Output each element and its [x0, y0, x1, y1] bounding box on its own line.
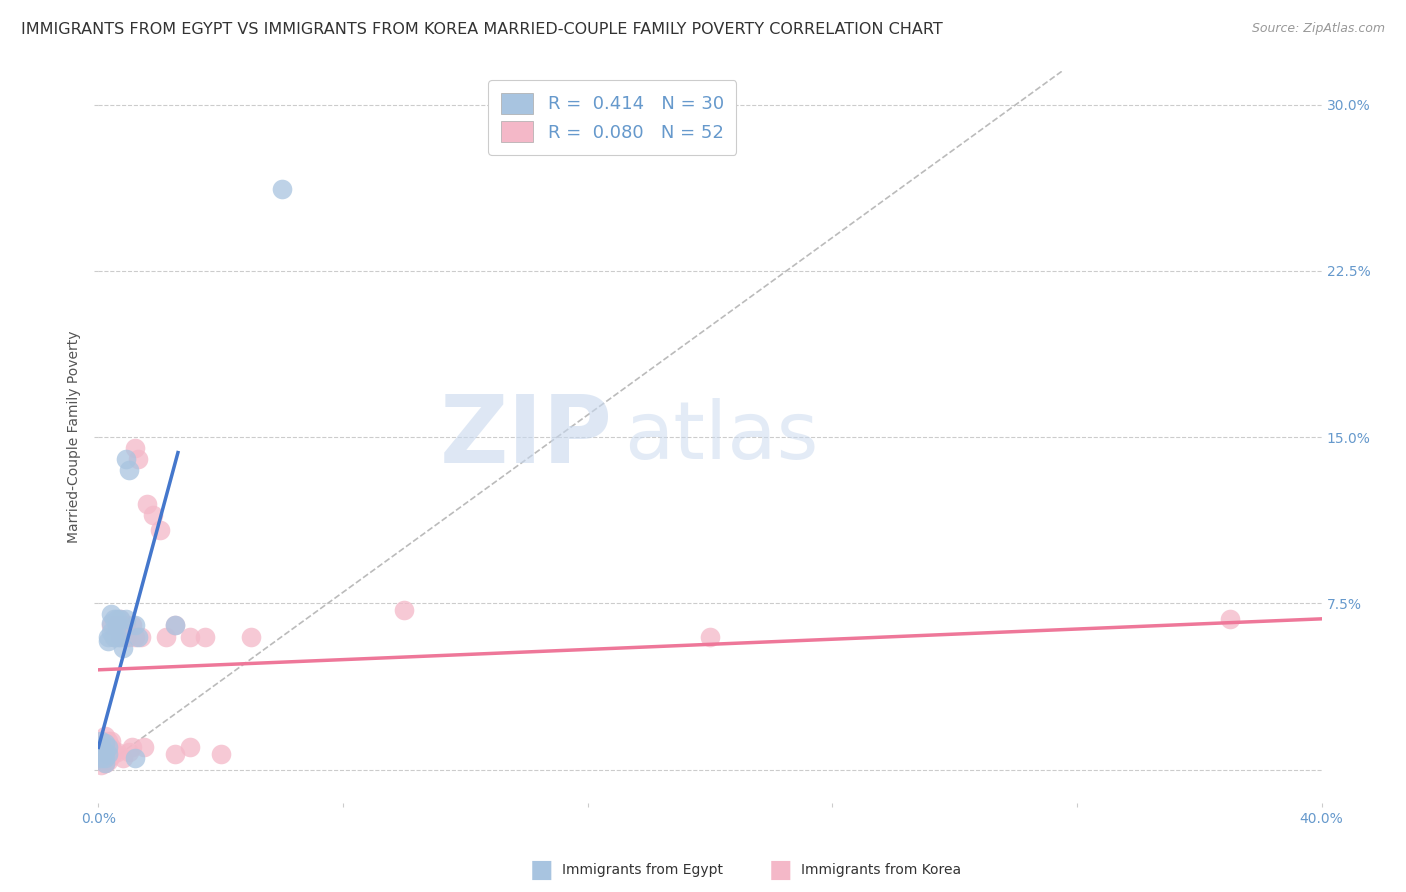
- Legend: R =  0.414   N = 30, R =  0.080   N = 52: R = 0.414 N = 30, R = 0.080 N = 52: [488, 80, 737, 154]
- Point: [115, 452, 138, 467]
- Text: Source: ZipAtlas.com: Source: ZipAtlas.com: [1251, 22, 1385, 36]
- Point: [163, 618, 186, 632]
- Point: [111, 751, 134, 765]
- Point: [115, 618, 138, 632]
- Point: [103, 630, 125, 644]
- Point: [93, 749, 115, 764]
- Text: IMMIGRANTS FROM EGYPT VS IMMIGRANTS FROM KOREA MARRIED-COUPLE FAMILY POVERTY COR: IMMIGRANTS FROM EGYPT VS IMMIGRANTS FROM…: [21, 22, 943, 37]
- Point: [270, 182, 292, 196]
- Point: [209, 747, 232, 761]
- Y-axis label: Married-Couple Family Poverty: Married-Couple Family Poverty: [67, 331, 82, 543]
- Text: Immigrants from Egypt: Immigrants from Egypt: [562, 863, 724, 877]
- Point: [100, 607, 122, 622]
- Text: ZIP: ZIP: [439, 391, 612, 483]
- Point: [163, 618, 186, 632]
- Point: [136, 497, 159, 511]
- Point: [108, 630, 131, 644]
- Text: Immigrants from Korea: Immigrants from Korea: [801, 863, 962, 877]
- Point: [100, 618, 122, 632]
- Point: [103, 630, 125, 644]
- Point: [108, 612, 131, 626]
- Point: [124, 751, 146, 765]
- Point: [93, 756, 115, 770]
- Point: [97, 740, 120, 755]
- Point: [124, 630, 146, 644]
- Point: [90, 751, 112, 765]
- Point: [111, 640, 134, 655]
- Point: [118, 630, 141, 644]
- Point: [699, 630, 721, 644]
- Point: [118, 463, 141, 477]
- Point: [179, 630, 201, 644]
- Point: [105, 618, 128, 632]
- Point: [115, 612, 138, 626]
- Point: [149, 523, 172, 537]
- Point: [93, 736, 115, 750]
- Point: [97, 740, 120, 755]
- Point: [97, 751, 120, 765]
- Point: [124, 618, 146, 632]
- Text: ■: ■: [769, 858, 792, 881]
- Point: [127, 452, 149, 467]
- Point: [93, 736, 115, 750]
- Point: [100, 740, 122, 755]
- Point: [97, 747, 120, 761]
- Point: [108, 630, 131, 644]
- Point: [105, 745, 128, 759]
- Text: ■: ■: [530, 858, 553, 881]
- Point: [179, 740, 201, 755]
- Point: [121, 740, 143, 755]
- Point: [90, 733, 112, 747]
- Point: [129, 630, 152, 644]
- Text: atlas: atlas: [624, 398, 818, 476]
- Point: [100, 733, 122, 747]
- Point: [97, 747, 120, 761]
- Point: [105, 612, 128, 626]
- Point: [93, 756, 115, 770]
- Point: [108, 612, 131, 626]
- Point: [115, 630, 138, 644]
- Point: [163, 747, 186, 761]
- Point: [90, 740, 112, 755]
- Point: [103, 612, 125, 626]
- Point: [100, 616, 122, 631]
- Point: [93, 729, 115, 743]
- Point: [97, 733, 120, 747]
- Point: [93, 756, 115, 770]
- Point: [127, 630, 149, 644]
- Point: [97, 754, 120, 768]
- Point: [134, 740, 156, 755]
- Point: [155, 630, 177, 644]
- Point: [97, 630, 120, 644]
- Point: [240, 630, 263, 644]
- Point: [124, 441, 146, 455]
- Point: [90, 758, 112, 772]
- Point: [100, 749, 122, 764]
- Point: [1219, 612, 1241, 626]
- Point: [142, 508, 165, 522]
- Point: [93, 751, 115, 765]
- Point: [105, 618, 128, 632]
- Point: [93, 745, 115, 759]
- Point: [100, 625, 122, 640]
- Point: [90, 740, 112, 755]
- Point: [111, 618, 134, 632]
- Point: [392, 603, 416, 617]
- Point: [90, 745, 112, 759]
- Point: [97, 634, 120, 648]
- Point: [118, 745, 141, 759]
- Point: [103, 745, 125, 759]
- Point: [194, 630, 217, 644]
- Point: [93, 745, 115, 759]
- Point: [121, 618, 143, 632]
- Point: [105, 630, 128, 644]
- Point: [90, 751, 112, 765]
